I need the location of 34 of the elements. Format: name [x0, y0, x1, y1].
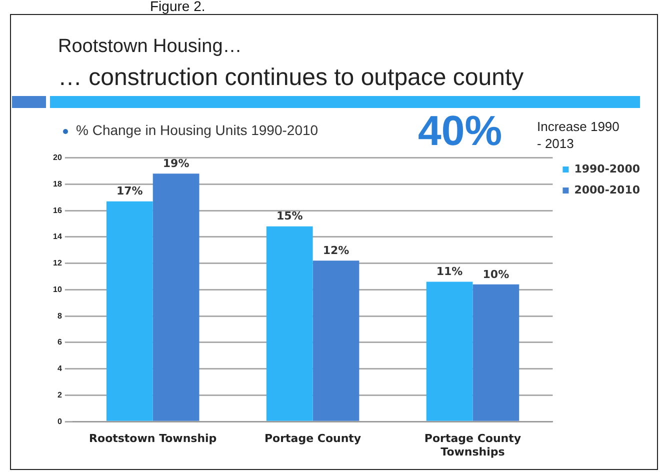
text: % Change in Housing Units 1990-2010 — [76, 122, 318, 138]
y-tick-label: 4 — [57, 364, 62, 374]
data-label: 12% — [322, 244, 350, 258]
text: Increase 1990 - 2013 — [537, 118, 620, 152]
y-tick-label: 10 — [52, 284, 62, 294]
legend-label: 1990-2000 — [574, 162, 640, 176]
y-tick-label: 8 — [57, 311, 62, 320]
y-tick-label: 16 — [52, 206, 62, 215]
caption: Figure 2. — [150, 0, 206, 14]
y-tick-label: 18 — [52, 179, 62, 188]
y-tick-label: 2 — [57, 390, 62, 400]
y-tick-label: 6 — [57, 338, 62, 347]
text: 40% — [418, 107, 502, 154]
bar — [472, 284, 520, 421]
data-label: 17% — [116, 184, 143, 198]
chart-title: Rootstown Housing… — [58, 36, 242, 58]
data-label: 10% — [482, 268, 510, 281]
y-tick-label: 14 — [52, 232, 62, 242]
data-label: 15% — [276, 210, 303, 223]
data-label: 19% — [162, 156, 190, 170]
legend-label: 2000-2010 — [574, 183, 640, 196]
y-tick-label: 0 — [57, 416, 62, 426]
y-tick-label: 20 — [52, 153, 62, 162]
x-tick-label: Portage County — [264, 432, 362, 446]
bar — [312, 260, 360, 421]
bar — [426, 282, 473, 421]
chart-subtitle: … construction continues to outpace county — [58, 64, 524, 92]
bar — [106, 201, 153, 421]
x-tick-label: Rootstown Township — [89, 432, 217, 446]
data-label: 11% — [436, 265, 463, 278]
y-tick-label: 12 — [52, 258, 62, 268]
bar — [266, 226, 313, 421]
bar — [152, 174, 200, 421]
x-tick-label: Portage County Townships — [424, 432, 522, 458]
